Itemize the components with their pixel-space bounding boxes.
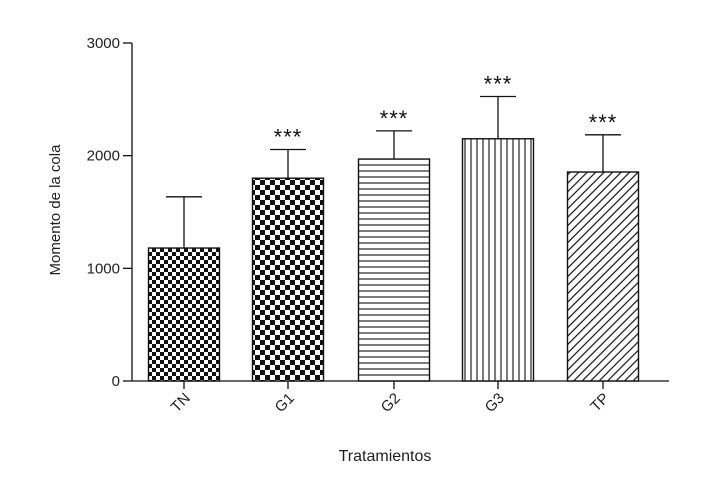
significance-G1: *** <box>274 124 303 149</box>
bars <box>147 138 640 382</box>
bar-G2 <box>357 158 431 382</box>
x-tick-label-G2: G2 <box>378 390 404 416</box>
x-axis-label: Tratamientos <box>339 448 432 465</box>
bar-TP <box>566 171 640 382</box>
x-tick-label-TN: TN <box>168 390 194 416</box>
x-tick-label-TP: TP <box>587 390 613 416</box>
bar-G3 <box>461 138 535 382</box>
significance-G2: *** <box>380 106 409 131</box>
x-tick-label-G1: G1 <box>272 390 298 416</box>
error-bars <box>166 95 621 249</box>
y-tick-label: 2000 <box>87 148 120 165</box>
y-axis-label: Momento de la cola <box>47 144 64 276</box>
y-ticks: 0 1000 2000 3000 <box>87 35 132 390</box>
significance-markers: *** *** *** *** <box>274 72 618 150</box>
significance-G3: *** <box>484 72 513 97</box>
x-ticks: TN G1 G2 G3 TP <box>168 381 613 416</box>
y-tick-label: 0 <box>112 373 120 390</box>
x-tick-label-G3: G3 <box>482 390 508 416</box>
y-tick-label: 1000 <box>87 260 120 277</box>
bar-G1 <box>251 177 325 382</box>
bar-TN <box>147 247 221 382</box>
y-tick-label: 3000 <box>87 35 120 52</box>
significance-TP: *** <box>589 110 618 135</box>
